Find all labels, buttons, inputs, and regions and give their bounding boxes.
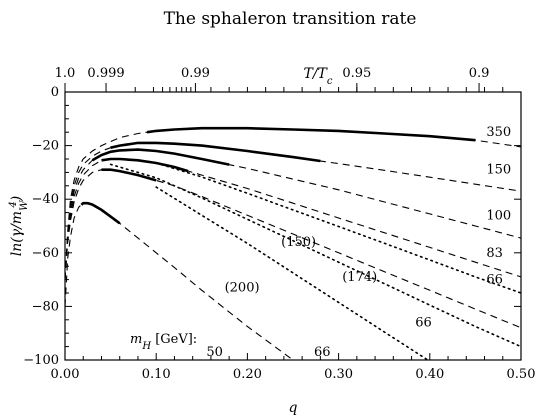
series-line	[109, 163, 521, 348]
left-axis: 0 −20 −40 −60 −80 −100	[23, 85, 521, 368]
curve-label: 66	[314, 345, 331, 360]
y-axis-label: ln(γ/mW4)	[8, 196, 30, 256]
y-tick-label: −40	[32, 192, 59, 207]
curves-layer	[65, 126, 521, 360]
y-tick-label: 0	[51, 85, 59, 100]
top-tick-label: 1.0	[55, 66, 76, 81]
x-tick-label: 0.40	[415, 367, 444, 382]
series-solid-segment	[91, 148, 230, 166]
series-solid-segment	[80, 201, 121, 225]
curve-label: 83	[486, 246, 503, 261]
top-tick-label: 0.95	[342, 66, 371, 81]
series-line	[65, 127, 521, 280]
curve-label: (174)	[342, 270, 377, 285]
curve-label: 50	[206, 345, 223, 360]
curve-label: 350	[486, 125, 511, 140]
series-line	[155, 186, 430, 360]
curve-label: 66	[486, 273, 503, 288]
curve-label: 66	[415, 315, 432, 330]
mh-legend-label: mH [GeV]:	[130, 332, 197, 352]
curve-label: (150)	[281, 235, 316, 250]
chart-title: The sphaleron transition rate	[164, 9, 417, 29]
curve-label: (200)	[225, 281, 260, 296]
x-tick-label: 0.00	[51, 367, 80, 382]
bottom-axis: 0.00 0.10 0.20 0.30 0.40 0.50	[51, 353, 536, 382]
y-tick-label: −60	[32, 246, 59, 261]
plot-frame	[64, 91, 522, 361]
series-solid-segment	[101, 157, 189, 173]
y-tick-label: −100	[23, 353, 59, 368]
y-tick-label: −20	[32, 139, 59, 154]
top-axis: 1.0 0.999 0.99 0.95 0.9	[55, 66, 504, 92]
top-axis-label: T/Tc	[303, 66, 332, 87]
x-tick-label: 0.10	[142, 367, 171, 382]
x-tick-label: 0.20	[233, 367, 262, 382]
x-axis-label: q	[289, 400, 298, 416]
series-solid-segment	[101, 168, 157, 182]
series-line	[65, 158, 521, 280]
top-tick-label: 0.99	[181, 66, 210, 81]
series-line	[65, 149, 521, 280]
series-line	[65, 142, 521, 280]
y-tick-label: −80	[32, 299, 59, 314]
series-solid-segment	[146, 126, 476, 142]
top-tick-label: 0.9	[469, 66, 490, 81]
x-tick-label: 0.50	[507, 367, 536, 382]
curve-labels: 350 150 100 83 66 66 66 (150) (174) (200) 50	[206, 125, 511, 360]
curve-label: 150	[486, 163, 511, 178]
series-solid-segment	[110, 141, 321, 163]
series-line	[155, 162, 521, 294]
curve-label: 100	[486, 208, 511, 223]
top-tick-label: 0.999	[87, 66, 124, 81]
x-tick-label: 0.30	[324, 367, 353, 382]
